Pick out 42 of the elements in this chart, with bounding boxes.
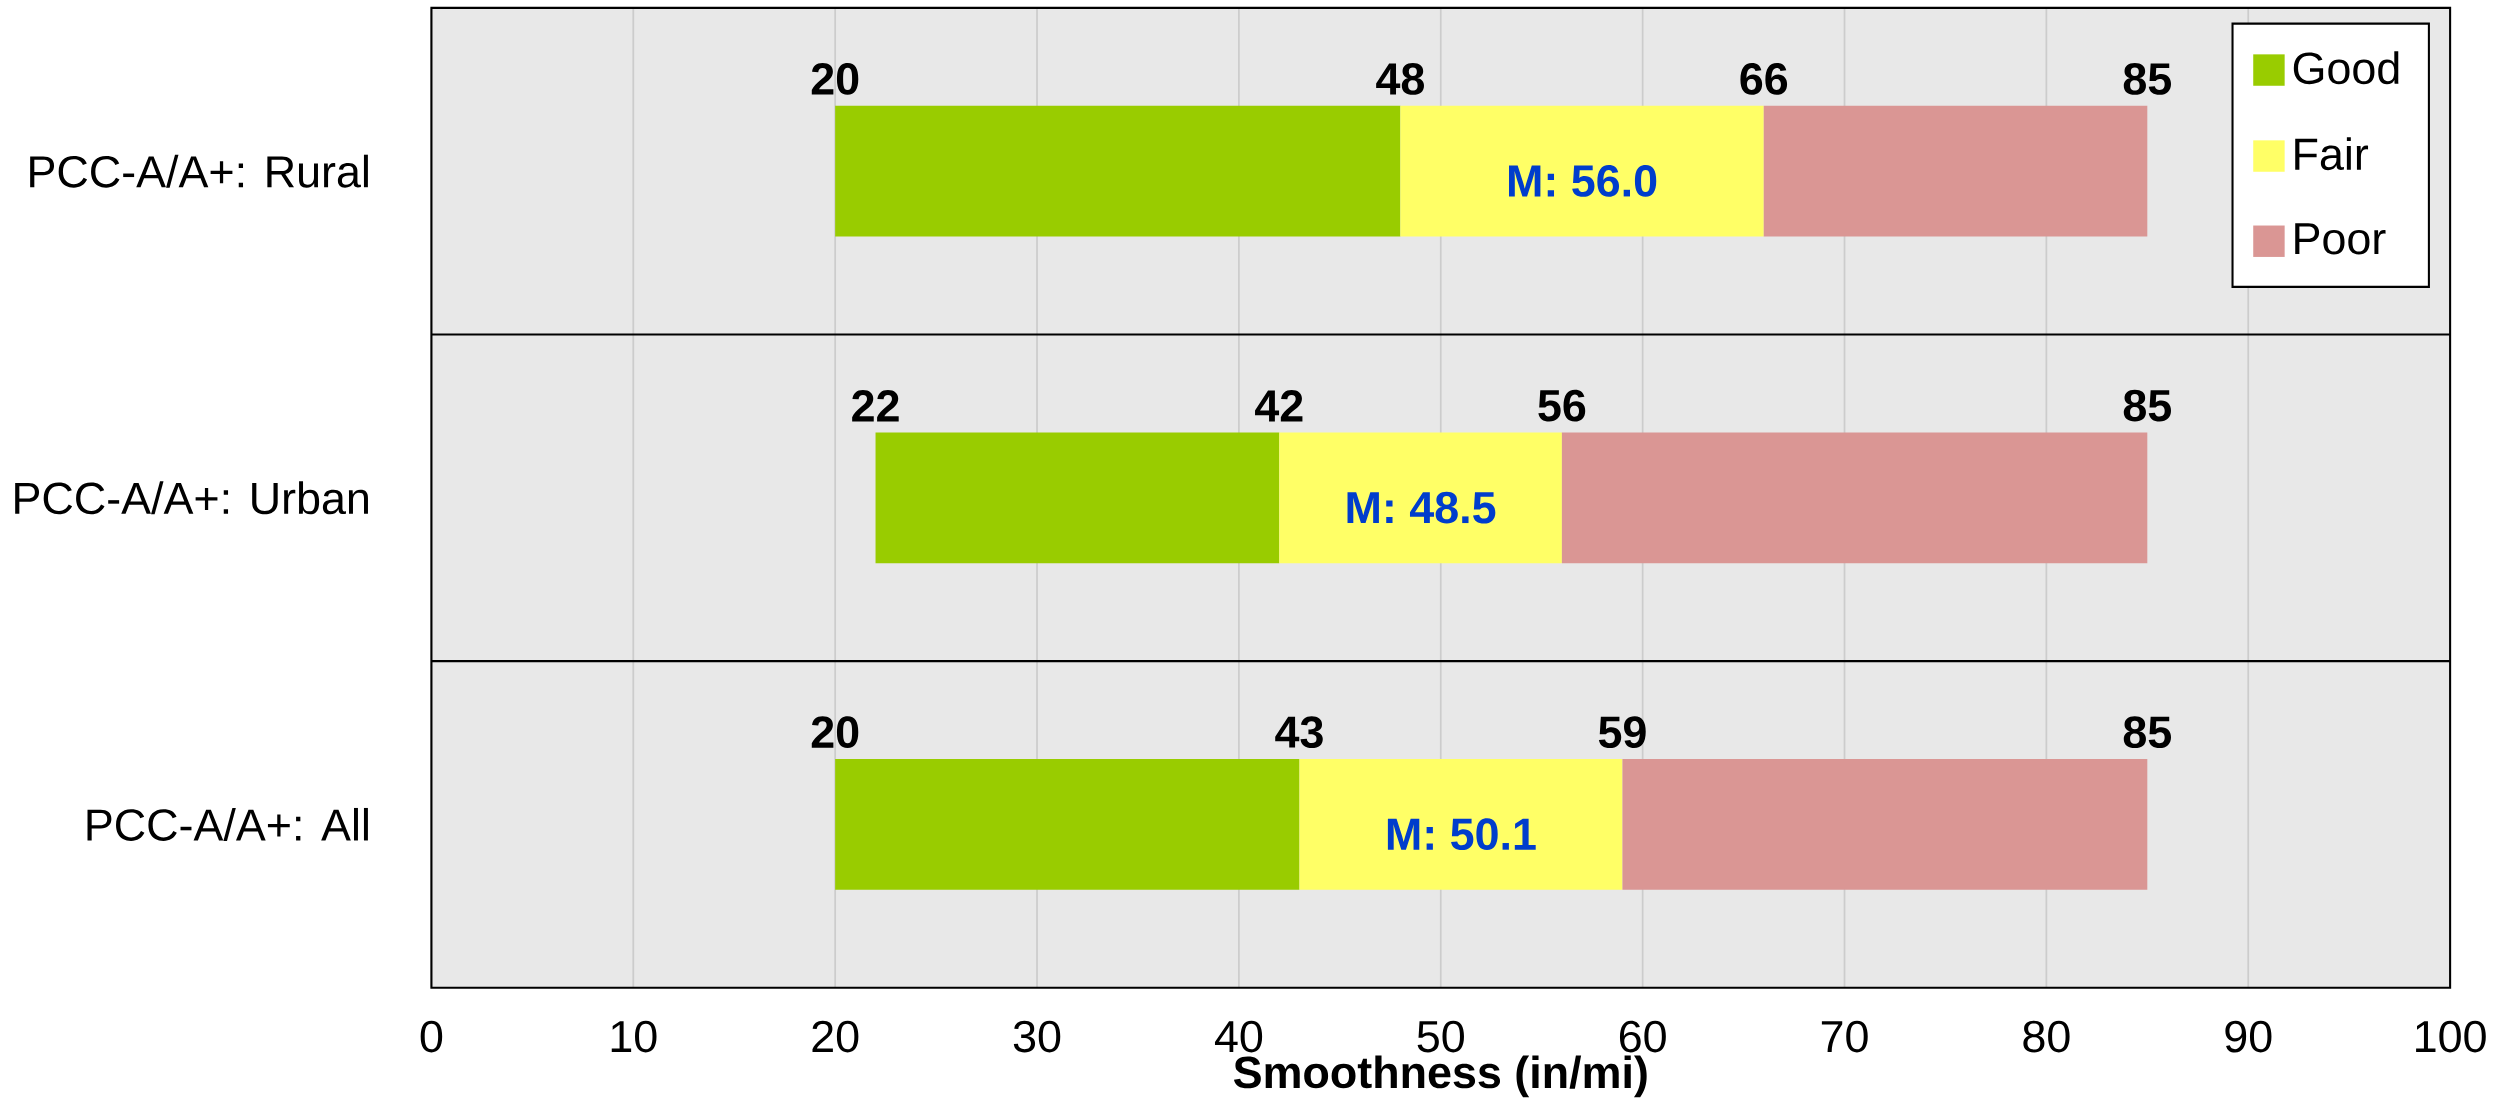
annotation: 20 — [811, 716, 859, 748]
x-tick-label: 40 — [1214, 1020, 1263, 1053]
bar — [1299, 758, 1623, 890]
bar — [875, 432, 1280, 563]
x-tick-label: 100 — [2416, 1020, 2486, 1053]
x-tick-label: 70 — [1821, 1020, 1868, 1053]
data-label: 85 — [2123, 389, 2172, 422]
data-label: 59 — [1598, 716, 1646, 748]
data-label: 66 — [1740, 62, 1788, 95]
data-label: 42 — [1255, 389, 1303, 422]
legend-label: Poor — [2295, 223, 2386, 255]
data-label: 48 — [1376, 62, 1424, 95]
annotation: 20 — [811, 62, 859, 95]
bar — [1561, 432, 2148, 563]
annotation: M: 50.1 — [1387, 818, 1536, 850]
bar — [835, 758, 1300, 890]
data-label: 56 — [1538, 389, 1586, 422]
bar — [1279, 432, 1562, 563]
x-axis-title: Smoothness (in/mi) — [1233, 1055, 1647, 1098]
x-tick-label: 50 — [1417, 1020, 1464, 1053]
y-tick-label: PCC-A/A+: Rural — [30, 154, 368, 188]
data-label: 85 — [2123, 62, 2172, 95]
y-tick-label: PCC-A/A+: Urban — [15, 481, 368, 515]
legend-label: Fair — [2295, 137, 2369, 170]
x-tick-label: 80 — [2023, 1020, 2070, 1053]
y-tick-label: PCC-A/A+: All — [87, 807, 368, 841]
x-tick-label: 30 — [1013, 1020, 1061, 1053]
annotation: M: 56.0 — [1509, 164, 1657, 197]
legend-label: Good — [2293, 51, 2399, 84]
data-label: 85 — [2123, 716, 2172, 748]
bar — [1622, 758, 2148, 890]
bar — [1763, 105, 2148, 237]
bar — [835, 105, 1401, 237]
x-tick-label: 10 — [611, 1020, 657, 1053]
annotation: 22 — [852, 389, 899, 422]
annotation: M: 48.5 — [1347, 491, 1496, 524]
x-tick-label: 90 — [2225, 1020, 2272, 1053]
x-tick-label: 60 — [1619, 1020, 1666, 1053]
x-tick-label: 20 — [812, 1020, 859, 1053]
data-label: 43 — [1275, 716, 1323, 748]
bar — [1400, 105, 1764, 237]
x-tick-label: 0 — [420, 1020, 443, 1053]
